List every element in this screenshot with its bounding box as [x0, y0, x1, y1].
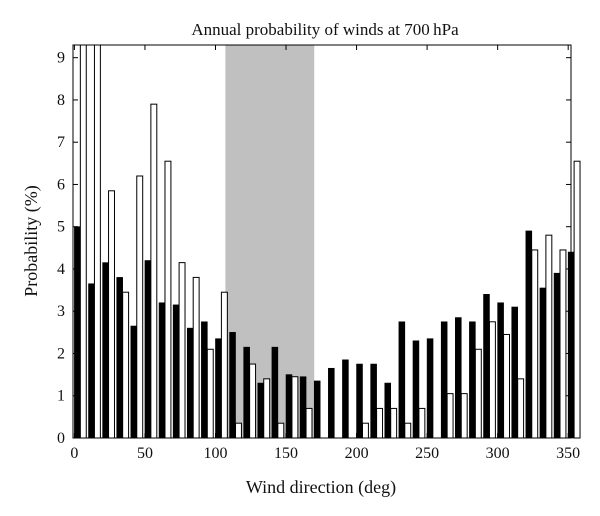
white-bar-10 [93, 44, 101, 439]
white-bar-130 [263, 378, 271, 439]
white-bar-60 [164, 160, 172, 439]
black-bar-70 [172, 304, 180, 439]
white-bar-80 [192, 276, 200, 439]
y-tick-label-9: 9 [57, 50, 65, 67]
black-bar-290 [483, 294, 490, 439]
white-bar-140 [277, 422, 285, 439]
black-bar-280 [469, 321, 476, 439]
black-bar-90 [201, 321, 208, 439]
white-bar-110 [235, 422, 242, 439]
white-bar-120 [249, 363, 257, 439]
white-bar-20 [108, 190, 115, 439]
white-bar-220 [390, 407, 398, 439]
y-tick-label-6: 6 [57, 176, 65, 193]
black-bar-40 [130, 325, 138, 439]
black-bar-260 [440, 321, 448, 439]
black-bar-240 [412, 340, 420, 439]
x-axis-label: Wind direction (deg) [246, 477, 396, 498]
white-bar-150 [291, 376, 299, 439]
black-bar-110 [229, 332, 236, 439]
black-bar-0 [74, 226, 81, 439]
black-bar-160 [299, 376, 307, 439]
black-bar-210 [370, 363, 377, 439]
y-tick-label-1: 1 [57, 388, 65, 405]
white-bar-300 [503, 333, 511, 439]
black-bar-170 [313, 380, 321, 439]
black-bar-330 [539, 287, 547, 439]
black-bar-120 [243, 346, 250, 439]
black-bar-140 [271, 346, 279, 439]
black-bar-230 [398, 321, 406, 439]
black-bar-250 [426, 338, 434, 439]
x-tick-label-200: 200 [345, 445, 369, 462]
x-tick-label-250: 250 [415, 445, 439, 462]
white-bar-160 [305, 407, 313, 439]
black-bar-200 [356, 363, 363, 439]
white-bar-320 [531, 249, 539, 439]
bars-group [74, 44, 581, 439]
y-tick-label-8: 8 [57, 92, 65, 109]
white-bar-70 [178, 262, 186, 439]
black-bar-300 [497, 302, 504, 439]
chart-title: Annual probability of winds at 700 hPa [191, 20, 459, 39]
white-bar-50 [150, 103, 158, 439]
y-axis-label: Probability (%) [21, 185, 42, 296]
y-tick-label-7: 7 [57, 134, 65, 151]
x-tick-label-0: 0 [70, 445, 78, 462]
white-bar-330 [545, 234, 553, 439]
white-bar-0 [79, 44, 87, 439]
black-bar-190 [342, 359, 349, 439]
white-bar-350 [573, 160, 581, 439]
black-bar-150 [285, 374, 293, 439]
white-bar-30 [122, 291, 130, 439]
white-bar-310 [517, 378, 525, 439]
x-tick-label-350: 350 [556, 445, 580, 462]
x-tick-label-300: 300 [486, 445, 510, 462]
black-bar-220 [384, 382, 392, 439]
white-bar-40 [136, 175, 144, 439]
shaded-region [225, 45, 315, 438]
x-tick-label-50: 50 [137, 445, 153, 462]
black-bar-20 [102, 262, 109, 439]
x-tick-label-100: 100 [203, 445, 227, 462]
black-bar-320 [525, 230, 533, 439]
y-tick-label-2: 2 [57, 345, 65, 362]
black-bar-10 [88, 283, 95, 439]
white-bar-230 [404, 422, 412, 439]
black-bar-30 [116, 277, 123, 439]
white-bar-200 [361, 422, 369, 439]
white-bar-270 [460, 393, 468, 439]
black-bar-100 [215, 338, 222, 439]
white-bar-90 [206, 348, 214, 439]
white-bar-100 [220, 291, 228, 439]
white-bar-260 [446, 393, 454, 439]
y-tick-label-3: 3 [57, 303, 65, 320]
black-bar-80 [186, 327, 194, 439]
black-bar-60 [158, 302, 166, 439]
x-tick-label-150: 150 [274, 445, 298, 462]
black-bar-50 [144, 260, 152, 439]
white-bar-210 [376, 407, 384, 439]
black-bar-180 [328, 367, 335, 439]
black-bar-130 [257, 382, 265, 439]
y-tick-label-0: 0 [57, 430, 65, 447]
y-tick-label-4: 4 [57, 261, 65, 278]
white-bar-340 [559, 249, 567, 439]
white-bar-240 [418, 407, 426, 439]
y-tick-label-5: 5 [57, 219, 65, 236]
black-bar-270 [455, 317, 462, 439]
white-bar-290 [488, 321, 496, 439]
plot-frame [72, 44, 572, 439]
black-bar-340 [553, 272, 561, 439]
black-bar-310 [511, 306, 518, 439]
ticks-group: 0 50 100 150 200 250 300 350 0 1 2 3 4 5 6 7 8 9 [57, 45, 580, 462]
white-bar-280 [474, 348, 482, 439]
